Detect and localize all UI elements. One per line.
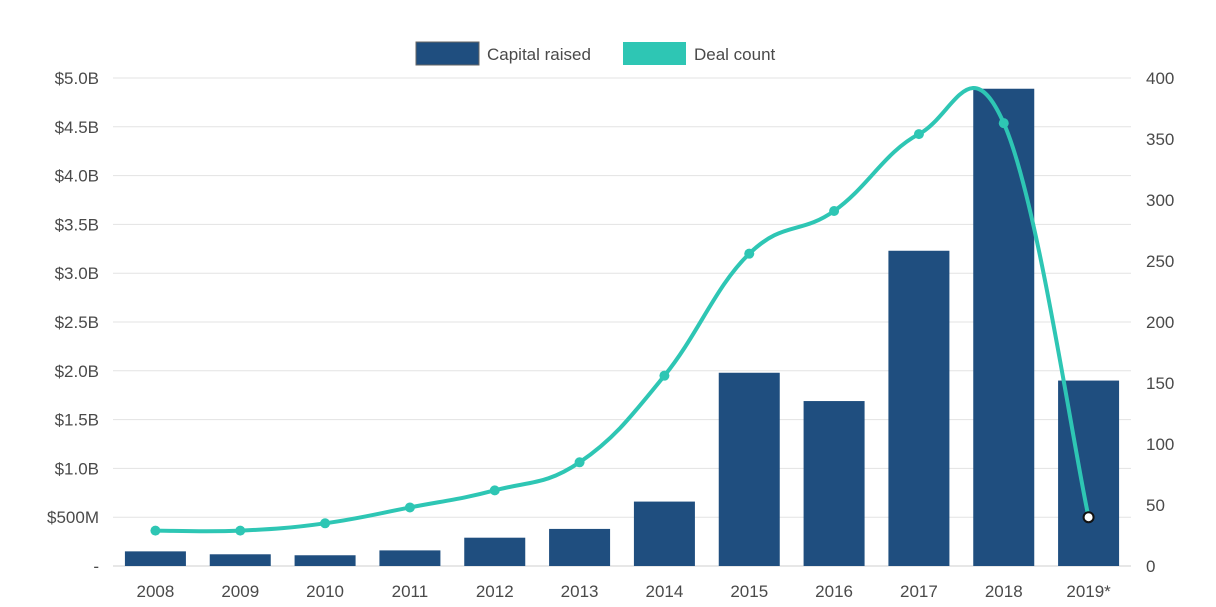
x-tick-label-2017: 2017 bbox=[900, 582, 938, 601]
bar-2013 bbox=[549, 528, 611, 566]
bar-series-capital-raised bbox=[124, 88, 1120, 567]
y-right-tick-label: 50 bbox=[1146, 496, 1165, 515]
point-2017 bbox=[913, 129, 924, 140]
point-2014 bbox=[659, 370, 670, 381]
y-right-tick-label: 0 bbox=[1146, 557, 1155, 576]
bar-2011 bbox=[379, 550, 441, 566]
point-2012 bbox=[489, 485, 500, 496]
x-tick-label-2016: 2016 bbox=[815, 582, 853, 601]
y-right-tick-label: 400 bbox=[1146, 69, 1174, 88]
y-axis-left: - $500M $1.0B $1.5B $2.0B $2.5B $3.0B $3.5B $4.0… bbox=[47, 69, 99, 576]
gridlines bbox=[113, 77, 1131, 567]
point-2008 bbox=[150, 525, 161, 536]
x-tick-label-2018: 2018 bbox=[985, 582, 1023, 601]
bar-2016 bbox=[803, 401, 865, 566]
y-right-tick-label: 350 bbox=[1146, 130, 1174, 149]
point-2018 bbox=[998, 118, 1009, 129]
bar-2015 bbox=[718, 372, 780, 566]
y-left-tick-label: $1.0B bbox=[55, 459, 99, 478]
x-tick-label-2008: 2008 bbox=[137, 582, 175, 601]
x-tick-label-2015: 2015 bbox=[730, 582, 768, 601]
y-left-tick-label: $3.5B bbox=[55, 215, 99, 234]
y-left-tick-label: $3.0B bbox=[55, 264, 99, 283]
y-left-tick-label: - bbox=[93, 557, 99, 576]
y-left-tick-label: $4.0B bbox=[55, 167, 99, 186]
bar-2014 bbox=[633, 501, 695, 566]
line-series-deal-count bbox=[150, 86, 1095, 536]
y-left-tick-label: $5.0B bbox=[55, 69, 99, 88]
deal-count-line bbox=[155, 86, 1091, 534]
x-tick-label-2011: 2011 bbox=[392, 582, 429, 601]
y-right-tick-label: 300 bbox=[1146, 191, 1174, 210]
bar-2008 bbox=[124, 551, 186, 566]
x-tick-label-2012: 2012 bbox=[476, 582, 514, 601]
point-2016 bbox=[829, 205, 840, 216]
y-right-tick-label: 250 bbox=[1146, 252, 1174, 271]
x-tick-label-2013: 2013 bbox=[561, 582, 599, 601]
x-tick-label-2019: 2019* bbox=[1066, 582, 1111, 601]
legend-label-capital-raised: Capital raised bbox=[487, 45, 591, 64]
y-left-tick-label: $1.5B bbox=[55, 411, 99, 430]
bar-2009 bbox=[209, 554, 271, 566]
bar-2010 bbox=[294, 555, 356, 566]
legend-swatch-capital-raised bbox=[415, 41, 480, 66]
y-left-tick-label: $2.0B bbox=[55, 362, 99, 381]
y-right-tick-label: 150 bbox=[1146, 374, 1174, 393]
bar-2017 bbox=[888, 250, 950, 566]
y-left-tick-label: $4.5B bbox=[55, 118, 99, 137]
point-2013 bbox=[574, 457, 585, 468]
point-2011 bbox=[404, 502, 415, 513]
x-tick-label-2010: 2010 bbox=[306, 582, 344, 601]
y-axis-right: 0 50 100 150 200 250 300 350 400 bbox=[1146, 69, 1174, 576]
y-right-tick-label: 200 bbox=[1146, 313, 1174, 332]
bar-2012 bbox=[464, 537, 526, 566]
x-tick-label-2009: 2009 bbox=[221, 582, 259, 601]
point-2010 bbox=[320, 518, 331, 529]
point-2019 bbox=[1082, 511, 1095, 524]
y-left-tick-label: $2.5B bbox=[55, 313, 99, 332]
y-left-tick-label: $500M bbox=[47, 508, 99, 527]
legend-swatch-deal-count bbox=[623, 42, 686, 65]
legend: Capital raised Deal count bbox=[415, 41, 776, 66]
y-right-tick-label: 100 bbox=[1146, 435, 1174, 454]
bar-2018 bbox=[973, 88, 1035, 567]
point-2009 bbox=[235, 525, 246, 536]
x-tick-label-2014: 2014 bbox=[646, 582, 684, 601]
x-axis: 2008 2009 2010 2011 2012 2013 2014 2015 2016 2017… bbox=[137, 582, 1112, 601]
legend-label-deal-count: Deal count bbox=[694, 45, 776, 64]
point-2015 bbox=[744, 248, 755, 259]
